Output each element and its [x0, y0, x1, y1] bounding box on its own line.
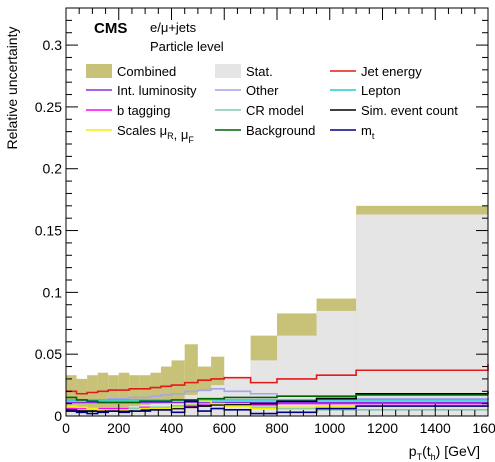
y-tick-label: 0 — [54, 408, 62, 424]
legend-swatch — [86, 64, 112, 78]
x-tick-label: 0 — [62, 420, 70, 436]
plot-frame — [65, 7, 489, 417]
level-label: Particle level — [150, 39, 224, 54]
legend-swatch — [215, 64, 241, 78]
legend-label: Sim. event count — [361, 103, 458, 118]
legend-item-stat: Stat. — [215, 64, 273, 79]
bar-combined-1 — [76, 378, 88, 416]
line-background — [66, 394, 488, 404]
legend-label: Jet energy — [361, 64, 422, 79]
x-tick-label: 600 — [213, 420, 237, 436]
bar-combined-4 — [108, 375, 119, 416]
legend-item-sim-event-count: Sim. event count — [330, 103, 458, 118]
legend-item-int-luminosity: Int. luminosity — [86, 83, 197, 98]
legend-label: Int. luminosity — [117, 83, 197, 98]
line-scales-r-f — [66, 400, 488, 411]
bar-combined-3 — [97, 372, 109, 416]
legend-label: Other — [246, 83, 279, 98]
bar-combined-2 — [87, 375, 98, 416]
line-jet-energy — [66, 364, 489, 395]
legend-label: Background — [246, 123, 315, 138]
channel-label: e/μ+jets — [150, 20, 197, 35]
y-tick-label: 0.2 — [43, 161, 63, 177]
legend-label: Lepton — [361, 83, 401, 98]
legend-item-lepton: Lepton — [330, 83, 401, 98]
y-tick-label: 0.05 — [35, 346, 62, 362]
legend-item-scales-r-f: Scales μR, μF — [86, 123, 194, 145]
y-tick-label: 0.25 — [35, 99, 62, 115]
legend-label: b tagging — [117, 103, 171, 118]
bar-combined-5 — [118, 372, 130, 416]
legend-label: Scales μR, μF — [117, 123, 194, 145]
x-tick-label: 400 — [160, 420, 184, 436]
x-tick-label: 1200 — [367, 420, 398, 436]
x-tick-label: 800 — [265, 420, 289, 436]
y-axis-label: Relative uncertainty — [4, 27, 20, 150]
legend-item-combined: Combined — [86, 64, 176, 79]
bar-combined-6 — [129, 375, 140, 416]
legend-item-background: Background — [215, 123, 315, 138]
legend-item-m-t: mt — [330, 123, 375, 141]
legend: Combined Stat. Jet energy Int. luminosity Ot… — [86, 64, 458, 145]
y-tick-label: 0.3 — [43, 37, 63, 53]
bar-combined-7 — [139, 375, 151, 416]
legend-label: CR model — [246, 103, 304, 118]
bar-combined-9 — [160, 366, 172, 416]
bar-combined-8 — [150, 372, 161, 416]
bar-stat-18 — [356, 214, 488, 416]
legend-item-b-tagging: b tagging — [86, 103, 171, 118]
legend-item-cr-model: CR model — [215, 103, 304, 118]
axis-ticks — [65, 7, 489, 417]
legend-item-jet-energy: Jet energy — [330, 64, 422, 79]
legend-label: Stat. — [246, 64, 273, 79]
legend-item-other: Other — [215, 83, 279, 98]
y-tick-label: 0.15 — [35, 223, 62, 239]
x-tick-label: 1400 — [420, 420, 451, 436]
legend-label: mt — [361, 123, 375, 141]
x-tick-label: 1000 — [314, 420, 345, 436]
bar-combined-0 — [66, 375, 77, 416]
x-tick-label: 200 — [107, 420, 131, 436]
experiment-label: CMS — [94, 20, 127, 37]
x-axis-label: pT(th) [GeV] — [409, 443, 480, 462]
y-tick-label: 0.1 — [43, 284, 63, 300]
legend-label: Combined — [117, 64, 176, 79]
